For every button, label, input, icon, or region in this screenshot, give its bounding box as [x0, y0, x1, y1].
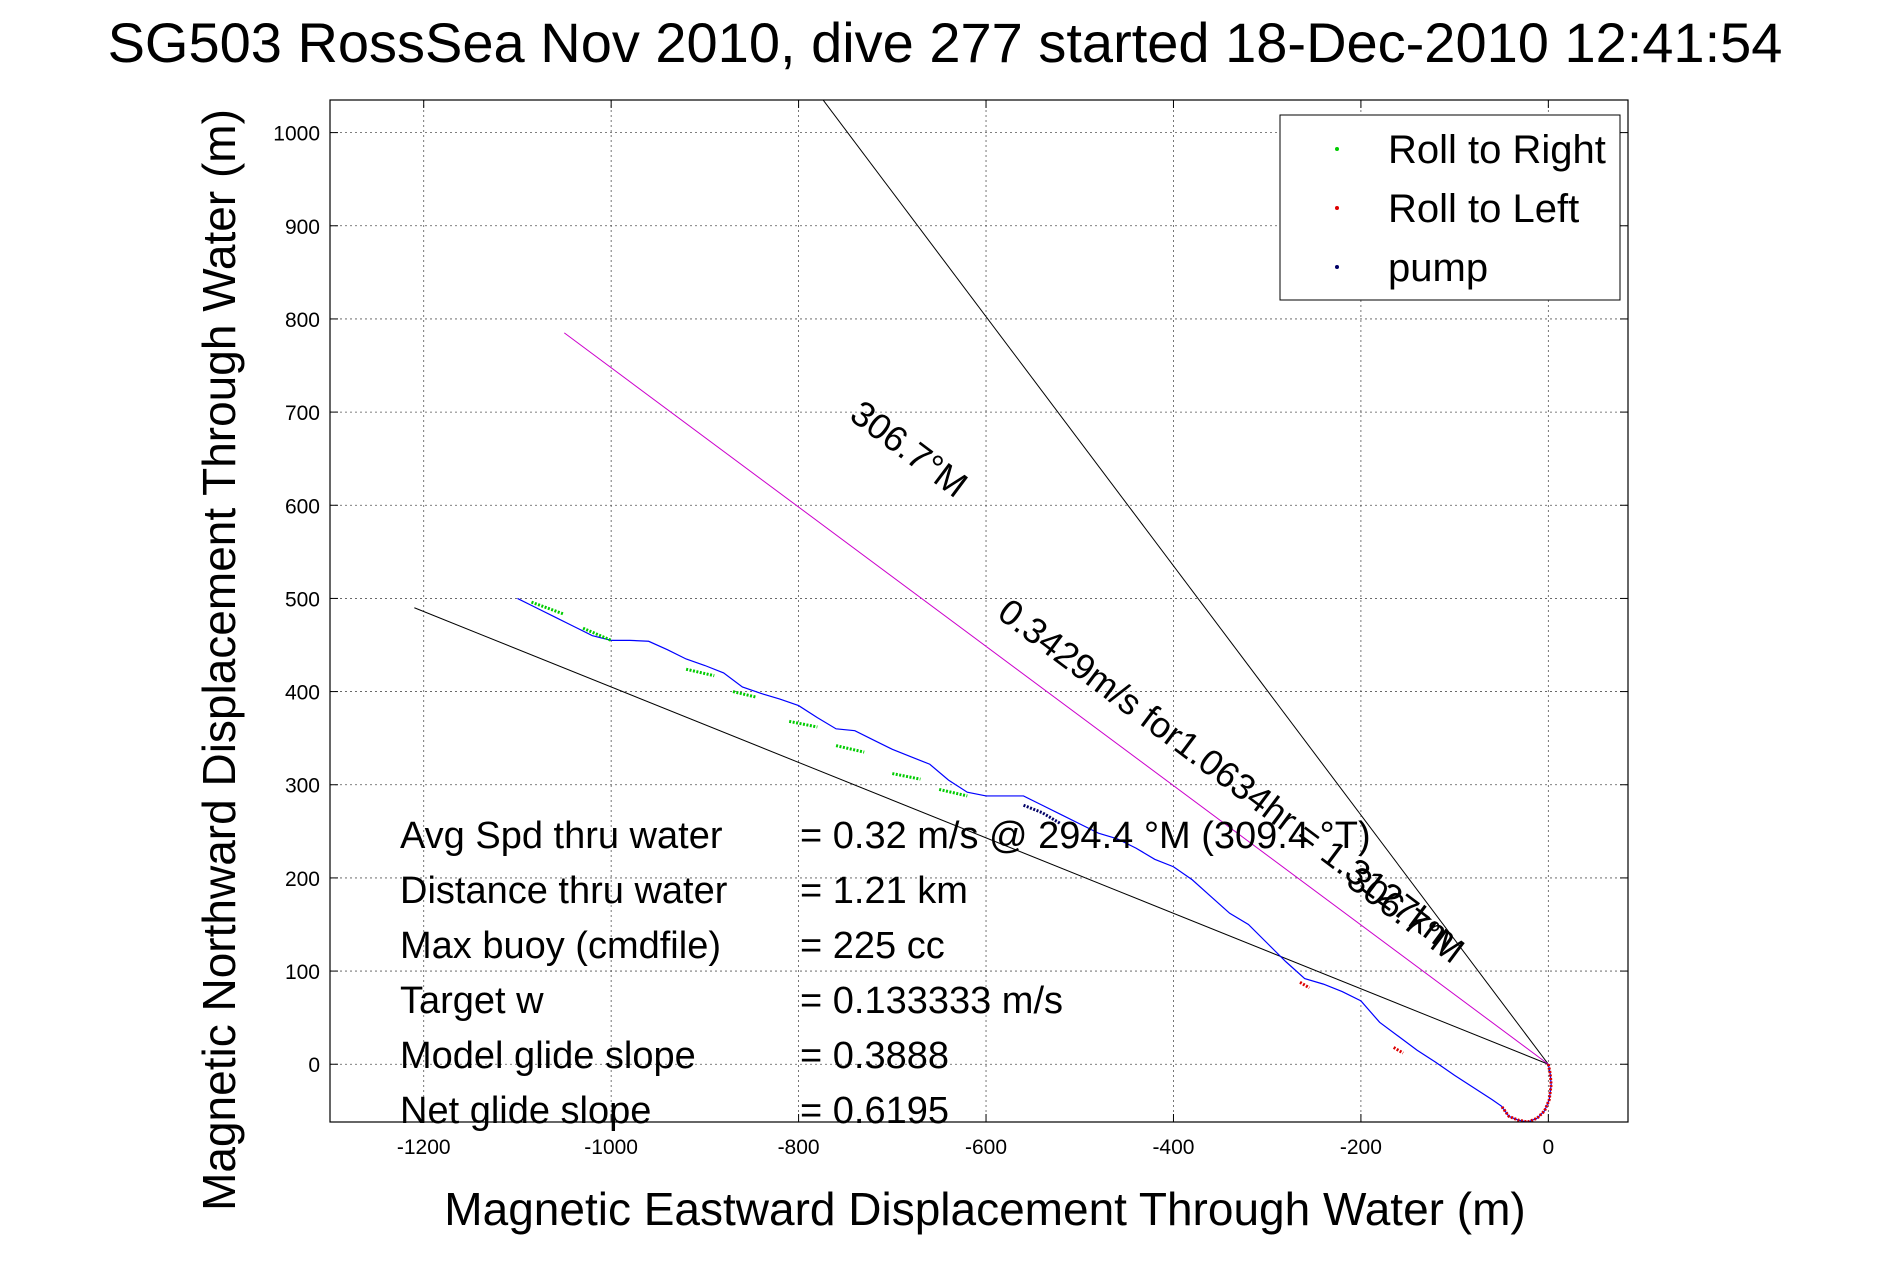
legend-box: [1279, 114, 1621, 301]
annotation-value: = 0.133333 m/s: [800, 980, 1063, 1022]
series-roll-to-left-segment: [1299, 980, 1311, 990]
x-tick-label: 0: [1542, 1136, 1554, 1159]
x-axis-label: Magnetic Eastward Displacement Through W…: [444, 1183, 1525, 1235]
y-tick-label: 300: [285, 775, 320, 798]
annotation-value: = 225 cc: [800, 925, 945, 967]
legend-label: pump: [1388, 246, 1488, 290]
y-tick-label: 900: [285, 216, 320, 239]
series-roll-to-right-segment: [685, 667, 715, 678]
heading-line-upper: [822, 100, 1549, 1065]
legend-label: Roll to Right: [1388, 128, 1606, 172]
x-tick-label: -600: [965, 1136, 1007, 1159]
x-tick-label: -1000: [584, 1136, 638, 1159]
series-roll-to-right-segment: [788, 719, 818, 729]
y-tick-label: 200: [285, 868, 320, 891]
annotation-label: Model glide slope: [400, 1035, 696, 1077]
annotation-value: = 1.21 km: [800, 870, 968, 912]
annotation-label: Distance thru water: [400, 870, 728, 912]
legend-marker: [1335, 206, 1339, 210]
chart-title: SG503 RossSea Nov 2010, dive 277 started…: [108, 11, 1783, 74]
annotation-label: Net glide slope: [400, 1090, 651, 1132]
y-tick-label: 0: [308, 1054, 320, 1077]
legend-label: Roll to Left: [1388, 187, 1579, 231]
y-tick-label: 100: [285, 961, 320, 984]
plot-layer: [414, 100, 1553, 1122]
legend-layer: Roll to Right Roll to Left pump: [1279, 114, 1621, 301]
annotation-label: Target w: [400, 980, 544, 1022]
annotation-value: = 0.32 m/s @ 294.4 °M (309.4 °T): [800, 815, 1371, 857]
heading-line-lower: [414, 607, 1549, 1065]
series-roll-to-right-segment: [835, 744, 865, 754]
series-roll-to-right-segment: [892, 772, 921, 781]
y-axis-label: Magnetic Northward Displacement Through …: [193, 109, 245, 1211]
y-tick-label: 400: [285, 682, 320, 705]
annotation-value: = 0.6195: [800, 1090, 949, 1132]
series-roll-to-left-segment: [1500, 1063, 1553, 1122]
annotation-label: Max buoy (cmdfile): [400, 925, 721, 967]
plot-frame: [329, 99, 1629, 1123]
x-tick-label: -200: [1340, 1136, 1382, 1159]
series-track-line: [517, 597, 1552, 1122]
annotation-label: Avg Spd thru water: [400, 815, 723, 857]
y-tick-label: 800: [285, 309, 320, 332]
y-tick-label: 1000: [273, 123, 320, 146]
series-roll-to-right-segment: [530, 600, 565, 616]
series-roll-to-right-segment: [582, 626, 612, 642]
legend-marker: [1335, 265, 1339, 269]
series-roll-to-right-segment: [938, 787, 968, 798]
heading-line-magenta: [563, 332, 1549, 1065]
series-roll-to-left-segment: [1392, 1046, 1404, 1055]
annotation-value: = 0.3888: [800, 1035, 949, 1077]
y-tick-label: 500: [285, 588, 320, 611]
x-tick-label: -1200: [397, 1136, 451, 1159]
legend-marker: [1335, 147, 1339, 151]
x-tick-label: -400: [1152, 1136, 1194, 1159]
series-roll-to-right-segment: [732, 690, 757, 699]
y-tick-label: 700: [285, 402, 320, 425]
y-tick-label: 600: [285, 495, 320, 518]
x-tick-label: -800: [778, 1136, 820, 1159]
ticks-layer: -1200 -1000 -800 -600 -400 -200 0 0 100 200 300 400…: [273, 100, 1628, 1159]
